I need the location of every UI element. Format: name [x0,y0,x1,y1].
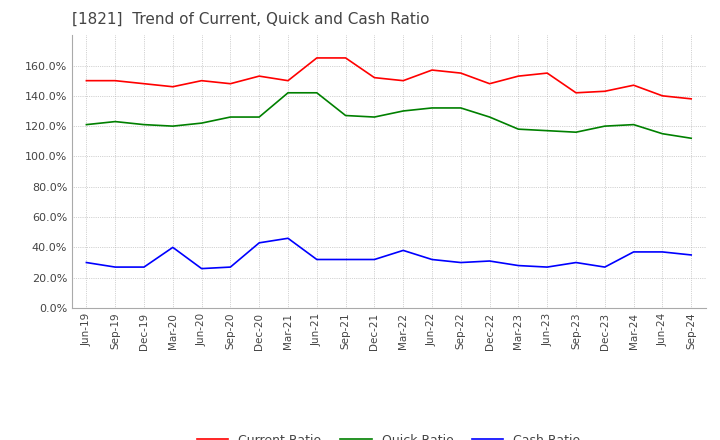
Quick Ratio [399,108,408,114]
Current Ratio [226,81,235,86]
Line: Current Ratio: Current Ratio [86,58,691,99]
Current Ratio [341,55,350,61]
Current Ratio [168,84,177,89]
Current Ratio [572,90,580,95]
Cash Ratio [687,252,696,257]
Quick Ratio [197,121,206,126]
Quick Ratio [658,131,667,136]
Quick Ratio [341,113,350,118]
Cash Ratio [456,260,465,265]
Cash Ratio [428,257,436,262]
Cash Ratio [255,240,264,246]
Cash Ratio [629,249,638,255]
Current Ratio [312,55,321,61]
Cash Ratio [399,248,408,253]
Cash Ratio [197,266,206,271]
Quick Ratio [82,122,91,127]
Quick Ratio [572,129,580,135]
Quick Ratio [543,128,552,133]
Quick Ratio [168,124,177,129]
Cash Ratio [658,249,667,255]
Quick Ratio [284,90,292,95]
Cash Ratio [168,245,177,250]
Cash Ratio [485,258,494,264]
Quick Ratio [428,105,436,110]
Current Ratio [485,81,494,86]
Current Ratio [456,70,465,76]
Quick Ratio [485,114,494,120]
Quick Ratio [514,127,523,132]
Quick Ratio [600,124,609,129]
Cash Ratio [226,264,235,270]
Legend: Current Ratio, Quick Ratio, Cash Ratio: Current Ratio, Quick Ratio, Cash Ratio [192,429,585,440]
Cash Ratio [341,257,350,262]
Current Ratio [197,78,206,83]
Quick Ratio [255,114,264,120]
Current Ratio [658,93,667,99]
Quick Ratio [456,105,465,110]
Current Ratio [255,73,264,79]
Cash Ratio [312,257,321,262]
Quick Ratio [312,90,321,95]
Cash Ratio [284,236,292,241]
Current Ratio [284,78,292,83]
Current Ratio [514,73,523,79]
Text: [1821]  Trend of Current, Quick and Cash Ratio: [1821] Trend of Current, Quick and Cash … [72,12,430,27]
Cash Ratio [514,263,523,268]
Cash Ratio [111,264,120,270]
Current Ratio [111,78,120,83]
Quick Ratio [111,119,120,124]
Quick Ratio [140,122,148,127]
Current Ratio [543,70,552,76]
Current Ratio [428,67,436,73]
Current Ratio [629,83,638,88]
Current Ratio [370,75,379,80]
Cash Ratio [543,264,552,270]
Quick Ratio [370,114,379,120]
Quick Ratio [226,114,235,120]
Line: Quick Ratio: Quick Ratio [86,93,691,138]
Line: Cash Ratio: Cash Ratio [86,238,691,268]
Cash Ratio [140,264,148,270]
Current Ratio [399,78,408,83]
Quick Ratio [629,122,638,127]
Cash Ratio [82,260,91,265]
Quick Ratio [687,136,696,141]
Current Ratio [140,81,148,86]
Cash Ratio [600,264,609,270]
Cash Ratio [370,257,379,262]
Cash Ratio [572,260,580,265]
Current Ratio [82,78,91,83]
Current Ratio [687,96,696,102]
Current Ratio [600,88,609,94]
